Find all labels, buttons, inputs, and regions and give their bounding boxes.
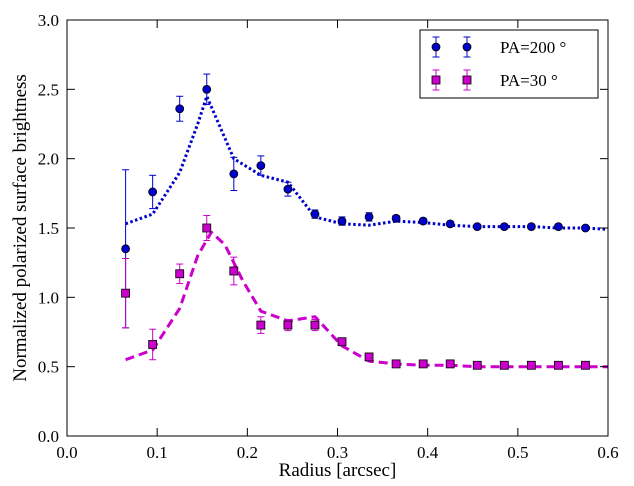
data-point xyxy=(554,222,563,232)
data-point xyxy=(554,360,563,370)
data-point xyxy=(256,161,266,171)
y-tick-label: 1.0 xyxy=(38,288,59,307)
data-point xyxy=(121,244,131,254)
x-tick-label: 0.6 xyxy=(597,443,618,462)
data-point xyxy=(256,320,266,330)
data-point xyxy=(121,288,131,298)
y-axis-label: Normalized polarized surface brightness xyxy=(10,74,31,382)
data-point xyxy=(445,219,455,229)
data-point xyxy=(418,359,428,369)
data-point xyxy=(364,212,374,222)
x-tick-label: 0.0 xyxy=(56,443,77,462)
data-point xyxy=(391,359,401,369)
legend-label: PA=200 ° xyxy=(500,38,566,57)
data-point xyxy=(175,104,185,114)
data-point xyxy=(472,222,482,232)
axis-ticks: 0.0 0.1 0.2 0.3 0.4 0.5 0.6 0.0 0.5 1.0 1.5 2.0 2.5 3… xyxy=(38,11,619,462)
data-point xyxy=(148,340,158,349)
data-point xyxy=(175,269,185,279)
data-point xyxy=(499,222,509,232)
data-point xyxy=(581,360,590,370)
legend-entry-2: PA=30 ° xyxy=(431,69,558,91)
data-point xyxy=(202,223,212,233)
data-point xyxy=(202,84,212,94)
data-point xyxy=(229,266,239,276)
data-point xyxy=(391,213,401,223)
y-tick-label: 0.5 xyxy=(38,358,59,377)
y-tick-label: 2.0 xyxy=(38,150,59,169)
x-axis-label: Radius [arcsec] xyxy=(279,460,397,481)
y-tick-label: 0.0 xyxy=(38,427,59,446)
data-point xyxy=(283,320,293,330)
x-tick-label: 0.4 xyxy=(417,443,439,462)
legend-marker xyxy=(462,42,472,52)
model-line xyxy=(125,230,608,369)
x-tick-label: 0.2 xyxy=(237,443,258,462)
series-2 xyxy=(121,215,608,370)
data-point xyxy=(499,360,509,370)
x-tick-label: 0.5 xyxy=(507,443,528,462)
data-point xyxy=(148,187,158,197)
x-tick-label: 0.3 xyxy=(327,443,348,462)
data-point xyxy=(526,360,536,370)
y-tick-label: 3.0 xyxy=(38,11,59,30)
legend-entry-1: PA=200 ° xyxy=(431,36,566,58)
data-point xyxy=(472,360,482,370)
data-point xyxy=(337,337,347,347)
legend-marker xyxy=(431,75,441,85)
legend: PA=200 ° PA=30 ° xyxy=(419,29,599,99)
legend-box xyxy=(419,29,599,99)
legend-marker xyxy=(431,42,441,52)
plot-series xyxy=(121,73,609,370)
data-point xyxy=(283,184,293,194)
data-point xyxy=(337,216,347,226)
model-line xyxy=(125,94,609,231)
data-point xyxy=(310,209,320,219)
data-point xyxy=(581,223,590,233)
series-1 xyxy=(121,73,609,329)
legend-marker xyxy=(462,75,472,85)
data-point xyxy=(310,320,320,330)
data-point xyxy=(364,352,374,362)
data-point xyxy=(526,222,536,232)
y-tick-label: 1.5 xyxy=(38,219,59,238)
legend-label: PA=30 ° xyxy=(500,71,558,90)
data-point xyxy=(229,169,239,179)
data-point xyxy=(445,359,455,369)
x-tick-label: 0.1 xyxy=(147,443,168,462)
data-point xyxy=(418,216,428,226)
y-tick-label: 2.5 xyxy=(38,80,59,99)
